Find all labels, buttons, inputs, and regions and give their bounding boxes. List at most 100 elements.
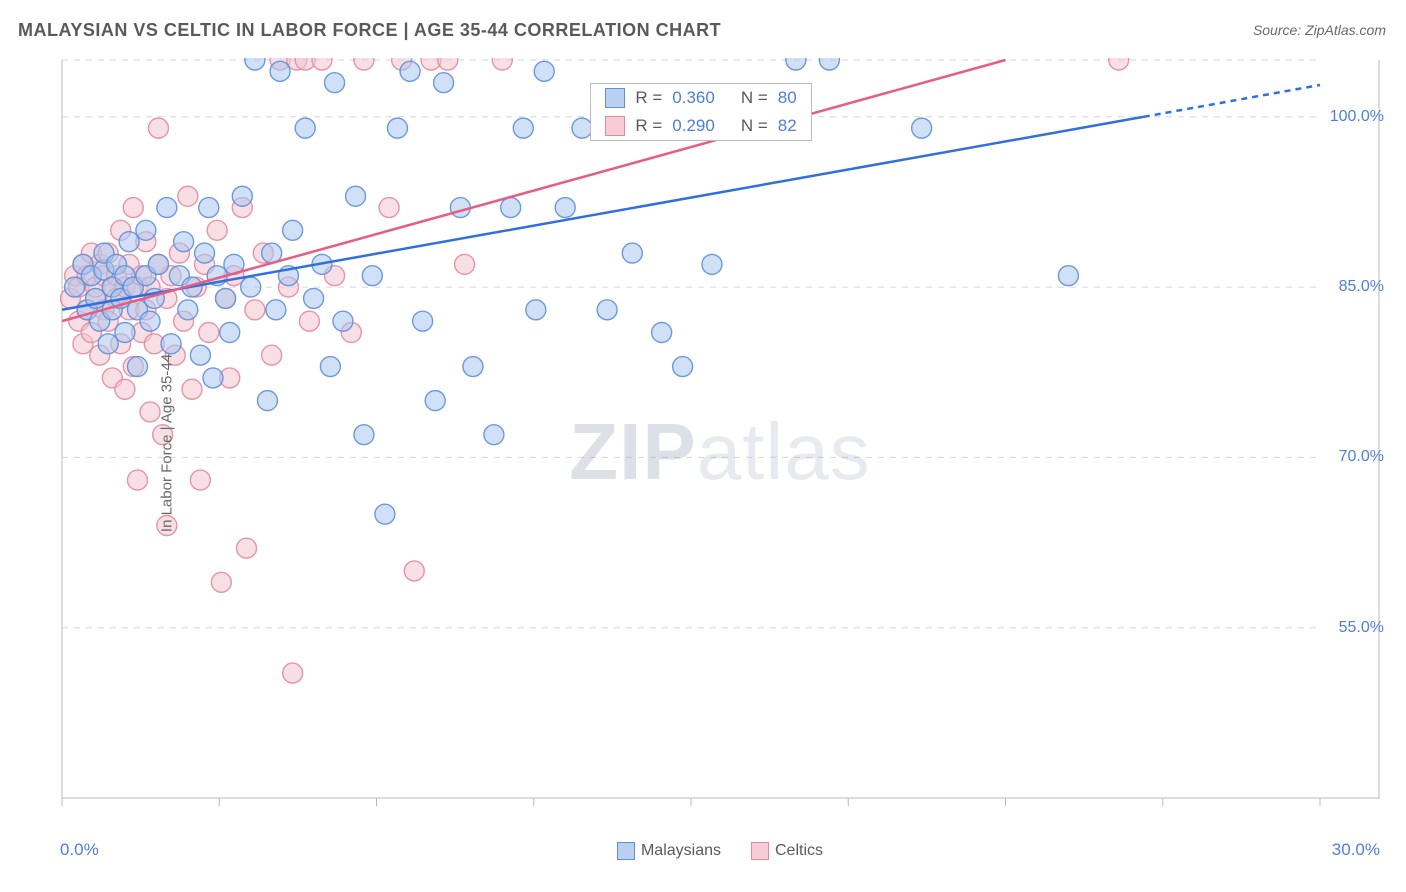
scatter-point-malaysians <box>216 288 236 308</box>
scatter-point-malaysians <box>534 61 554 81</box>
scatter-point-celtics <box>190 470 210 490</box>
scatter-point-malaysians <box>174 232 194 252</box>
scatter-point-malaysians <box>232 186 252 206</box>
scatter-point-malaysians <box>425 391 445 411</box>
scatter-point-malaysians <box>912 118 932 138</box>
scatter-point-malaysians <box>622 243 642 263</box>
scatter-point-malaysians <box>572 118 592 138</box>
stat-n-value: 82 <box>778 116 797 136</box>
trend-line-celtics <box>62 60 1006 321</box>
scatter-point-malaysians <box>157 198 177 218</box>
scatter-point-malaysians <box>245 58 265 70</box>
stat-swatch <box>605 88 625 108</box>
scatter-point-malaysians <box>270 61 290 81</box>
scatter-point-malaysians <box>513 118 533 138</box>
source-label: Source: <box>1253 22 1301 38</box>
scatter-point-malaysians <box>266 300 286 320</box>
legend-swatch-malaysians <box>617 842 635 860</box>
scatter-point-malaysians <box>325 73 345 93</box>
legend-item-malaysians: Malaysians <box>617 842 721 860</box>
scatter-point-malaysians <box>257 391 277 411</box>
scatter-point-celtics <box>262 345 282 365</box>
scatter-point-malaysians <box>140 311 160 331</box>
scatter-point-malaysians <box>136 220 156 240</box>
scatter-point-celtics <box>237 538 257 558</box>
scatter-point-celtics <box>1109 58 1129 70</box>
y-tick-label: 55.0% <box>1339 619 1384 637</box>
scatter-point-celtics <box>404 561 424 581</box>
scatter-point-celtics <box>127 470 147 490</box>
scatter-point-malaysians <box>203 368 223 388</box>
scatter-point-malaysians <box>786 58 806 70</box>
scatter-point-malaysians <box>362 266 382 286</box>
scatter-point-malaysians <box>241 277 261 297</box>
scatter-point-malaysians <box>195 243 215 263</box>
scatter-point-malaysians <box>199 198 219 218</box>
stat-row: R =0.290N =82 <box>591 112 810 140</box>
legend-bottom: Malaysians Celtics <box>60 842 1380 860</box>
chart-plot-area: In Labor Force | Age 35-44 ZIPatlas 0.0%… <box>60 58 1380 828</box>
legend-swatch-celtics <box>751 842 769 860</box>
scatter-point-malaysians <box>115 322 135 342</box>
scatter-point-malaysians <box>333 311 353 331</box>
stat-n-value: 80 <box>778 88 797 108</box>
scatter-point-celtics <box>182 379 202 399</box>
scatter-point-malaysians <box>295 118 315 138</box>
scatter-point-malaysians <box>413 311 433 331</box>
correlation-stat-box: R = 0.360 N = 80 R =0.290N =82 <box>590 83 811 141</box>
y-axis-label: In Labor Force | Age 35-44 <box>159 354 176 532</box>
scatter-point-malaysians <box>220 322 240 342</box>
scatter-point-malaysians <box>673 357 693 377</box>
scatter-point-malaysians <box>346 186 366 206</box>
scatter-point-malaysians <box>526 300 546 320</box>
scatter-point-celtics <box>148 118 168 138</box>
scatter-point-malaysians <box>597 300 617 320</box>
scatter-point-malaysians <box>304 288 324 308</box>
scatter-point-malaysians <box>178 300 198 320</box>
scatter-point-malaysians <box>555 198 575 218</box>
source-attribution: Source: ZipAtlas.com <box>1253 22 1386 38</box>
scatter-point-celtics <box>379 198 399 218</box>
scatter-point-malaysians <box>320 357 340 377</box>
y-tick-label: 100.0% <box>1330 108 1384 126</box>
scatter-point-celtics <box>312 58 332 70</box>
scatter-point-celtics <box>354 58 374 70</box>
scatter-point-celtics <box>115 379 135 399</box>
scatter-point-celtics <box>123 198 143 218</box>
chart-title: MALAYSIAN VS CELTIC IN LABOR FORCE | AGE… <box>18 20 721 41</box>
stat-n-label: N = <box>741 88 768 108</box>
scatter-point-malaysians <box>190 345 210 365</box>
legend-item-celtics: Celtics <box>751 842 823 860</box>
scatter-point-malaysians <box>450 198 470 218</box>
stat-row: R = 0.360 N = 80 <box>591 84 810 112</box>
scatter-point-malaysians <box>375 504 395 524</box>
scatter-point-malaysians <box>702 254 722 274</box>
scatter-point-celtics <box>245 300 265 320</box>
scatter-point-malaysians <box>1058 266 1078 286</box>
stat-r-value: 0.290 <box>672 116 715 136</box>
scatter-point-malaysians <box>354 425 374 445</box>
scatter-point-celtics <box>199 322 219 342</box>
scatter-point-malaysians <box>652 322 672 342</box>
scatter-point-malaysians <box>400 61 420 81</box>
scatter-point-malaysians <box>501 198 521 218</box>
trend-line-malaysians <box>62 117 1144 310</box>
trend-line-malaysians-extrapolation <box>1144 85 1320 117</box>
scatter-point-malaysians <box>463 357 483 377</box>
stat-r-label: R = <box>635 88 662 108</box>
stat-swatch <box>605 116 625 136</box>
scatter-point-celtics <box>178 186 198 206</box>
scatter-point-celtics <box>207 220 227 240</box>
scatter-point-malaysians <box>283 220 303 240</box>
scatter-point-celtics <box>492 58 512 70</box>
scatter-point-malaysians <box>484 425 504 445</box>
scatter-point-malaysians <box>387 118 407 138</box>
scatter-point-malaysians <box>161 334 181 354</box>
scatter-chart-svg <box>60 58 1380 828</box>
y-tick-label: 70.0% <box>1339 448 1384 466</box>
scatter-point-malaysians <box>148 254 168 274</box>
scatter-point-celtics <box>455 254 475 274</box>
scatter-point-malaysians <box>127 357 147 377</box>
stat-r-value: 0.360 <box>672 88 715 108</box>
scatter-point-celtics <box>283 663 303 683</box>
